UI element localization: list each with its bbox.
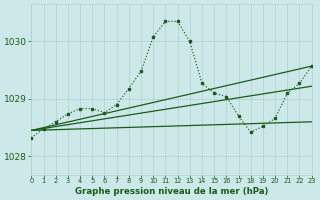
X-axis label: Graphe pression niveau de la mer (hPa): Graphe pression niveau de la mer (hPa) — [75, 187, 268, 196]
